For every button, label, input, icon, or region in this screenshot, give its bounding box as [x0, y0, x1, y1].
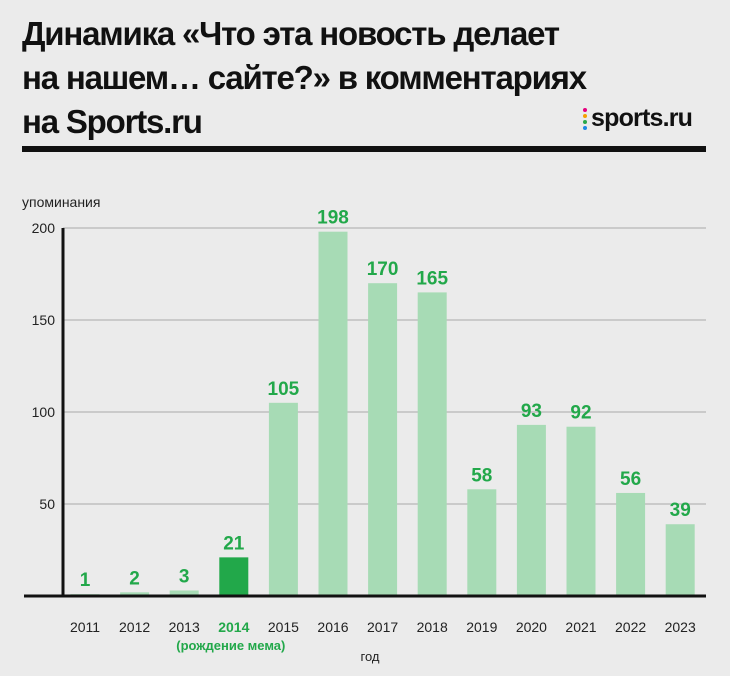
x-tick-label-2012: 2012 [119, 619, 150, 635]
x-tick-label-2011: 2011 [70, 619, 100, 635]
x-axis-title: год [361, 649, 380, 664]
y-tick-label-50: 50 [39, 496, 55, 512]
value-label-2013: 3 [179, 566, 190, 587]
bar-2023 [665, 524, 695, 596]
x-tick-label-2019: 2019 [466, 619, 497, 635]
logo-text: sports.ru [591, 104, 693, 132]
value-label-2018: 165 [416, 268, 448, 289]
x-tick-label-2021: 2021 [565, 619, 596, 635]
y-tick-label-100: 100 [32, 404, 56, 420]
bar-2020 [516, 424, 546, 596]
chart-title: Динамика «Что эта новость делает на наше… [22, 12, 622, 144]
value-label-2015: 105 [268, 379, 300, 400]
x-tick-label-2022: 2022 [615, 619, 646, 635]
x-tick-label-2020: 2020 [516, 619, 547, 635]
bar-2021 [566, 426, 596, 596]
x-tick-label-2014: 2014 [218, 619, 249, 635]
x-tick-label-2018: 2018 [417, 619, 448, 635]
value-label-2023: 39 [670, 500, 691, 521]
bar-2022 [616, 492, 646, 596]
bar-2013 [169, 590, 199, 596]
y-tick-label-200: 200 [32, 220, 56, 236]
value-label-2017: 170 [367, 259, 399, 280]
bar-2018 [417, 292, 447, 596]
title-line-2: на нашем… сайте?» в комментариях [22, 59, 587, 96]
y-tick-label-150: 150 [32, 312, 56, 328]
value-label-2016: 198 [317, 208, 349, 229]
bar-2015 [268, 402, 298, 596]
logo-dot-3 [583, 119, 587, 124]
x-tick-label-2016: 2016 [317, 619, 348, 635]
bar-2016 [318, 231, 348, 596]
value-label-2012: 2 [129, 568, 140, 589]
title-divider [22, 146, 706, 152]
title-line-3: на Sports.ru [22, 103, 203, 140]
value-label-2022: 56 [620, 469, 641, 490]
bar-2019 [467, 489, 497, 596]
x-tick-label-2013: 2013 [169, 619, 200, 635]
sports-ru-logo: sports.ru [583, 104, 693, 133]
logo-dot-2 [583, 113, 587, 118]
x-tick-label-2023: 2023 [665, 619, 696, 635]
x-tick-label-2017: 2017 [367, 619, 398, 635]
title-line-1: Динамика «Что эта новость делает [22, 15, 560, 52]
highlight-note: (рождение мема) [176, 638, 285, 653]
y-axis-title: упоминания [22, 194, 100, 210]
value-label-2021: 92 [570, 403, 591, 424]
value-label-2020: 93 [521, 401, 542, 422]
value-label-2011: 1 [80, 570, 91, 591]
bar-2012 [120, 592, 150, 596]
value-label-2014: 21 [223, 533, 245, 554]
bar-2017 [368, 283, 398, 596]
logo-dot-4 [583, 125, 587, 130]
x-tick-label-2015: 2015 [268, 619, 299, 635]
logo-dot-1 [583, 107, 587, 112]
bar-2014 [219, 557, 249, 596]
logo-dots-icon [583, 107, 587, 130]
value-label-2019: 58 [471, 465, 492, 486]
